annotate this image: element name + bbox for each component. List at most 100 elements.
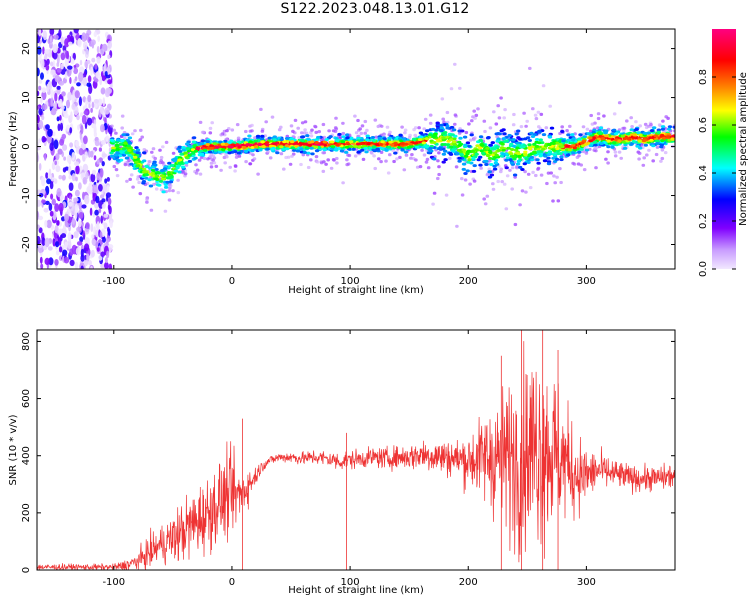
spectrogram-cell	[593, 143, 598, 147]
spectrogram-cell	[494, 153, 499, 157]
spectrogram-cell	[515, 162, 521, 166]
spectrogram-cell	[452, 143, 458, 147]
spectrogram-cell	[501, 137, 507, 141]
spectrogram-halo-cell	[453, 62, 457, 66]
spectrogram-halo-cell	[440, 97, 445, 101]
spectrogram-noise-cell	[50, 109, 57, 116]
spectrogram-cell	[478, 135, 484, 139]
spectrogram-noise-cell	[70, 111, 73, 121]
spectrogram-noise-cell	[53, 139, 59, 150]
spectrogram-cell	[509, 142, 514, 146]
spectrogram-noise-cell	[107, 197, 112, 206]
spectrogram-noise-cell	[64, 71, 68, 80]
spectrogram-noise-cell	[101, 203, 106, 209]
spectrogram-cell	[622, 146, 628, 150]
spectrogram-halo-cell	[171, 189, 175, 193]
spectrogram-cell	[485, 146, 490, 150]
spectrogram-halo-cell	[233, 169, 237, 173]
spectrogram-noise-cell	[106, 177, 111, 182]
spectrogram-cell	[380, 140, 385, 144]
spectrogram-halo-cell	[303, 120, 308, 124]
spectrogram-cell	[403, 146, 408, 150]
spectrogram-halo-cell	[637, 157, 641, 161]
spectrogram-noise-cell	[41, 237, 46, 246]
spectrogram-halo-cell	[449, 87, 454, 91]
spectrogram-cell	[577, 137, 582, 141]
spectrogram-halo-cell	[531, 107, 535, 111]
spectrogram-noise-cell	[104, 71, 108, 77]
spectrogram-noise-cell	[37, 67, 40, 77]
spectrogram-cell	[460, 129, 465, 133]
spectrogram-noise-cell	[77, 38, 82, 48]
spectrogram-cell	[181, 148, 186, 152]
spectrogram-cell	[223, 139, 228, 143]
spectrogram-noise-cell	[81, 204, 87, 209]
spectrogram-cell	[439, 123, 444, 127]
spectrogram-cell	[469, 133, 474, 137]
spectrogram-noise-cell	[59, 122, 64, 132]
spectrogram-cell	[356, 150, 361, 154]
spectrogram-cell	[335, 139, 340, 143]
spectrogram-cell	[424, 137, 429, 141]
spectrogram-cell	[193, 149, 199, 153]
spectrogram-noise-cell	[83, 259, 89, 267]
spectrogram-cell	[435, 121, 440, 125]
spectrogram-halo-cell	[581, 125, 586, 129]
spectrogram-cell	[184, 161, 189, 165]
spectrogram-cell	[134, 146, 139, 150]
spectrogram-cell	[382, 137, 387, 141]
spectrogram-cell	[115, 158, 121, 162]
spectrogram-halo-cell	[236, 136, 241, 140]
spectrogram-noise-cell	[80, 254, 85, 262]
spectrogram-cell	[206, 146, 211, 150]
spectrogram-halo-cell	[622, 126, 627, 130]
spectrogram-noise-cell	[87, 150, 91, 158]
spectrogram-noise-cell	[91, 57, 96, 63]
spectrogram-cell	[221, 148, 226, 152]
spectrogram-cell	[653, 134, 659, 138]
spectrogram-noise-cell	[83, 135, 88, 145]
spectrogram-cell	[265, 147, 270, 151]
spectrogram-halo-cell	[139, 128, 143, 132]
spectrogram-cell	[501, 152, 506, 156]
spectrogram-halo-cell	[138, 138, 143, 142]
spectrogram-cell	[167, 161, 172, 165]
spectrogram-cell	[629, 128, 634, 132]
spectrogram-noise-cell	[106, 237, 110, 244]
spectrogram-halo-cell	[403, 131, 407, 135]
spectrogram-halo-cell	[441, 117, 446, 121]
spectrogram-halo-cell	[135, 177, 140, 181]
spectrogram-y-tick-label: -10	[21, 187, 32, 203]
spectrogram-noise-cell	[56, 187, 62, 198]
spectrogram-cell	[565, 153, 571, 157]
colorbar-tick-label: 0.2	[698, 213, 709, 229]
spectrogram-cell	[511, 138, 516, 142]
spectrogram-halo-cell	[112, 128, 116, 132]
spectrogram-cell	[177, 145, 182, 149]
snr-x-tick-label: 200	[459, 577, 478, 588]
spectrogram-noise-cell	[104, 257, 108, 264]
spectrogram-cell	[300, 135, 305, 139]
spectrogram-halo-cell	[299, 162, 303, 167]
spectrogram-halo-cell	[617, 101, 622, 105]
spectrogram-cell	[397, 145, 402, 149]
spectrogram-halo-cell	[511, 123, 516, 127]
spectrogram-halo-cell	[596, 112, 601, 116]
spectrogram-noise-cell	[76, 241, 83, 246]
spectrogram-noise-cell	[58, 80, 65, 86]
spectrogram-cell	[261, 145, 266, 149]
spectrogram-noise-cell	[101, 153, 108, 158]
spectrogram-cell	[290, 146, 295, 150]
spectrogram-cell	[441, 136, 446, 140]
spectrogram-noise-cell	[74, 261, 79, 269]
spectrogram-halo-cell	[558, 131, 562, 136]
spectrogram-cell	[183, 151, 188, 155]
spectrogram-cell	[198, 149, 204, 153]
spectrogram-cell	[522, 162, 527, 166]
spectrogram-cell	[166, 171, 172, 174]
spectrogram-cell	[345, 133, 350, 137]
spectrogram-halo-cell	[488, 159, 492, 163]
spectrogram-cell	[660, 133, 665, 137]
spectrogram-noise-cell	[67, 65, 73, 70]
spectrogram-noise-cell	[56, 116, 60, 122]
